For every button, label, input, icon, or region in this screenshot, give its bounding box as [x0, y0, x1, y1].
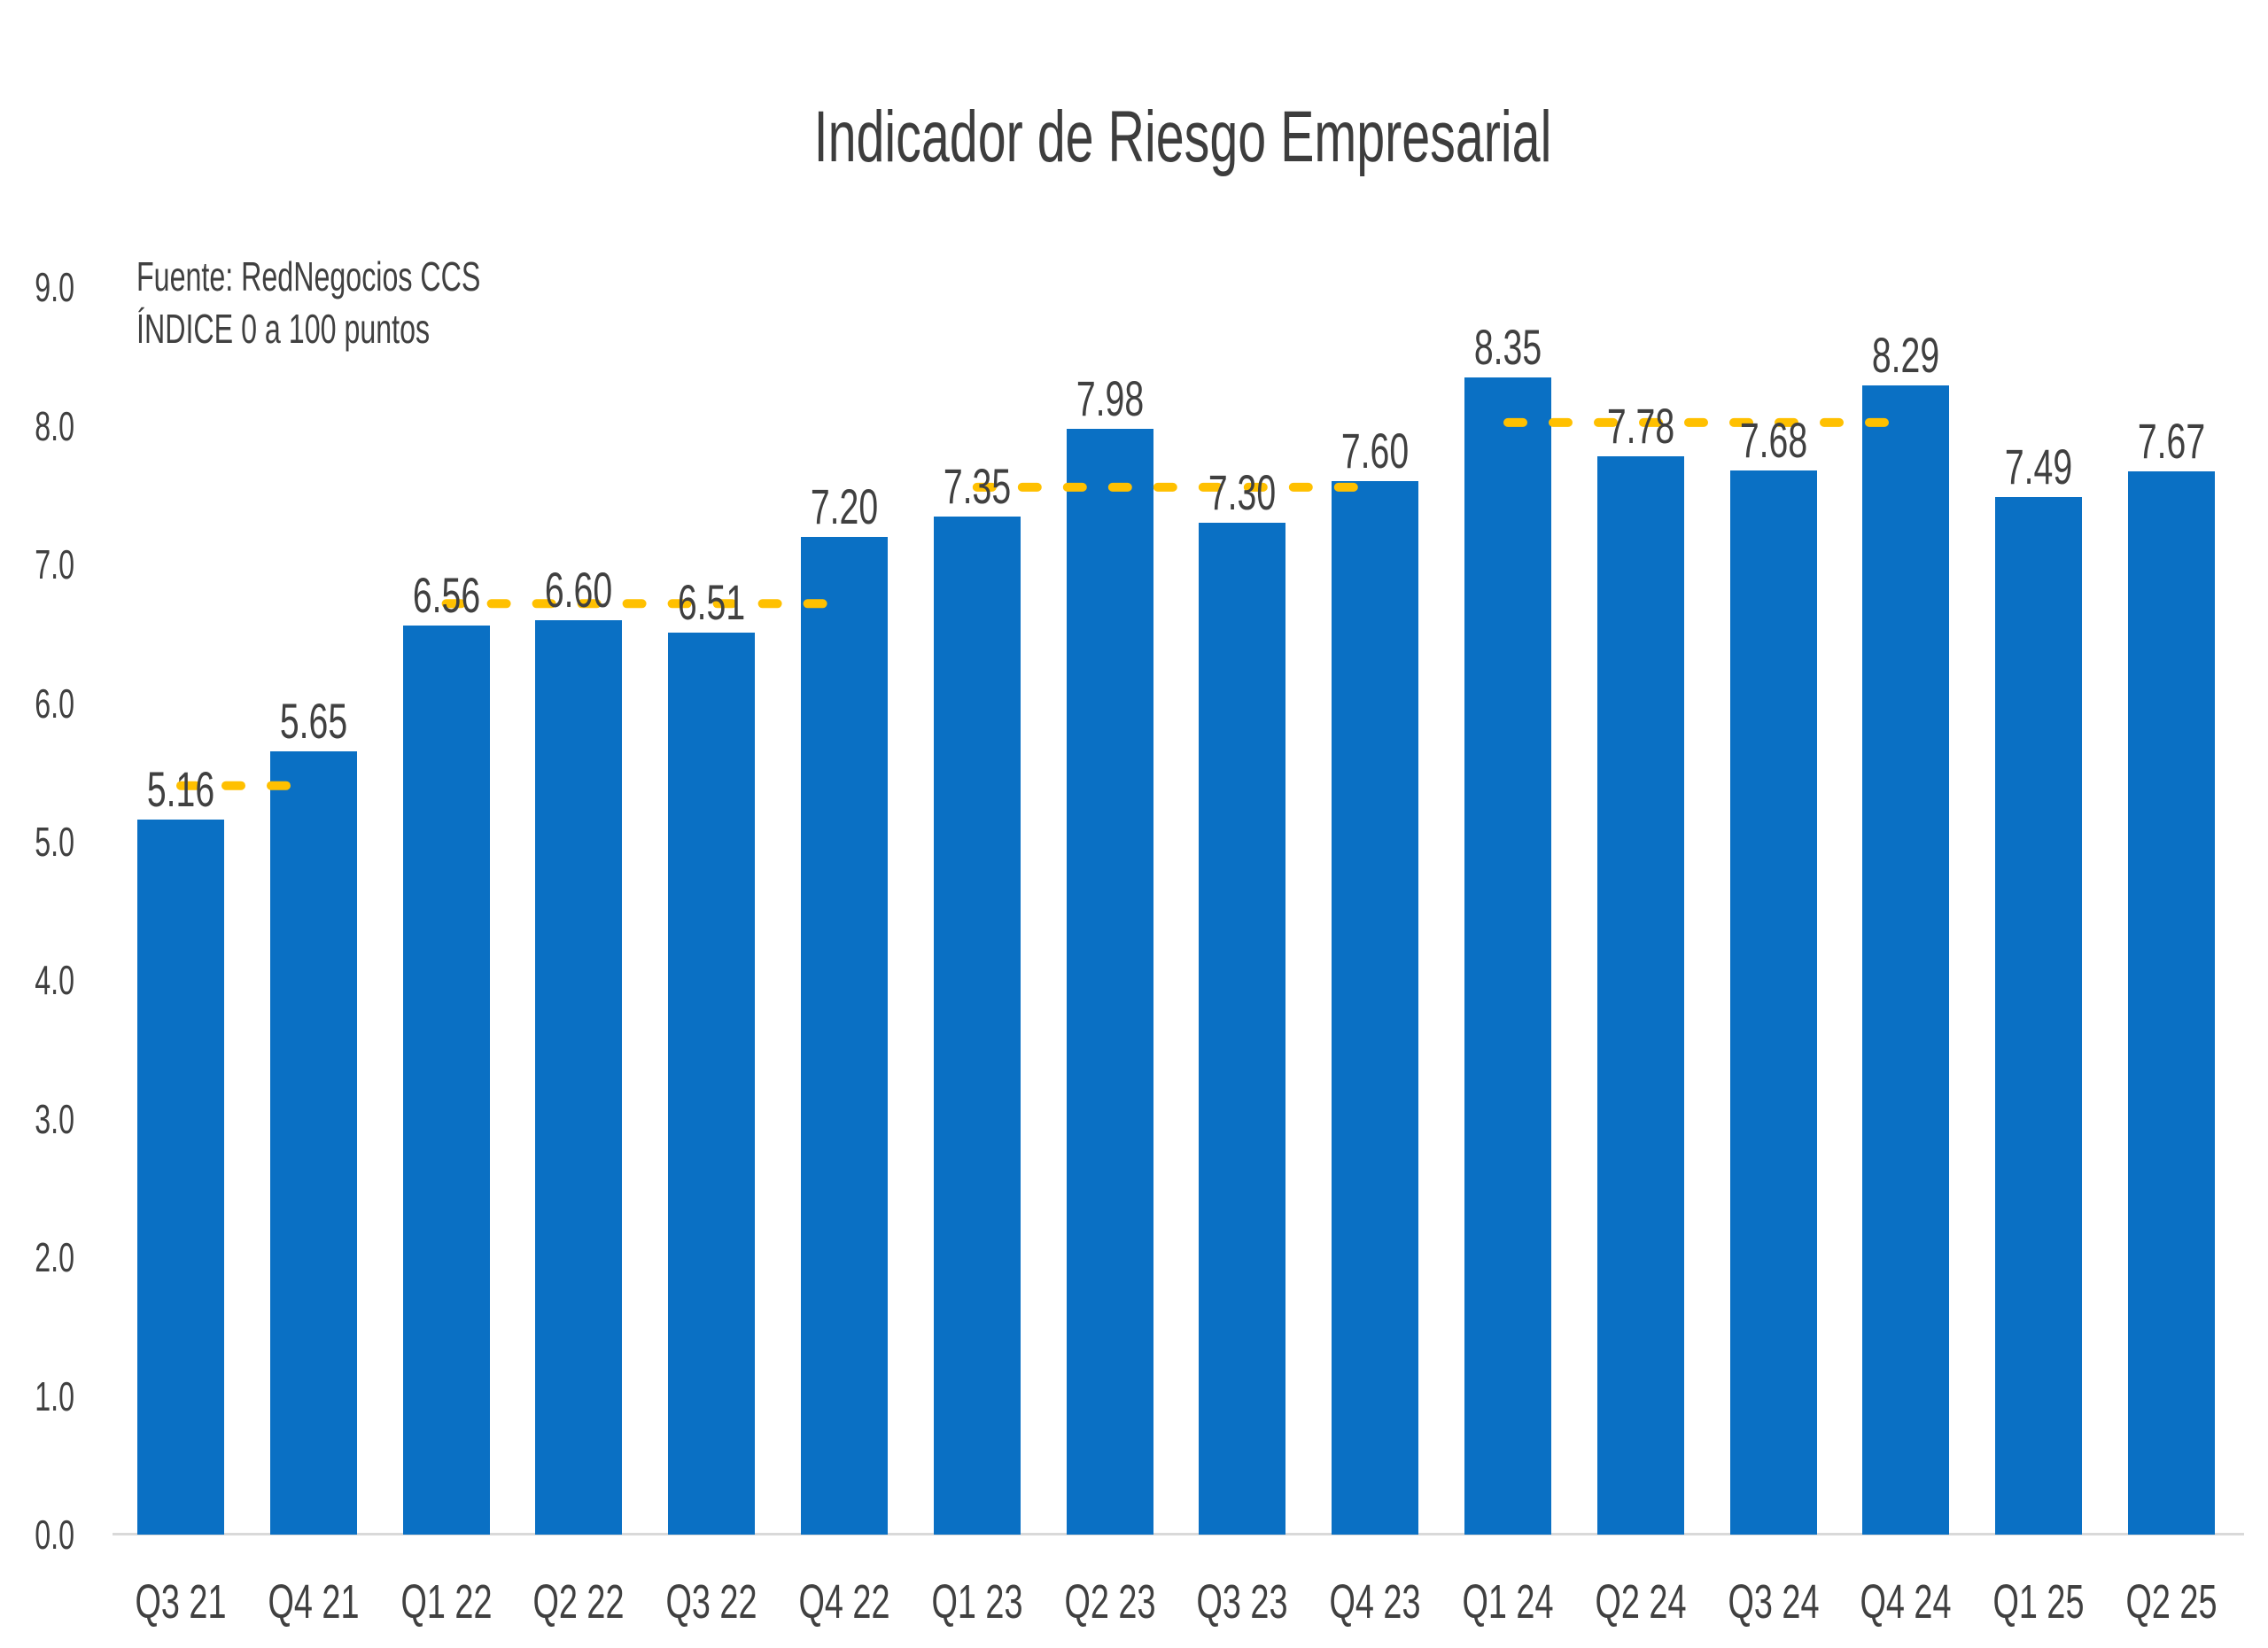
bar-q3-22: [668, 632, 756, 1535]
y-axis-label: 2.0: [35, 1234, 74, 1281]
y-axis-label: 8.0: [35, 402, 74, 449]
bar-value-label: 8.35: [1473, 319, 1542, 376]
bar-q2-22: [535, 619, 623, 1535]
y-axis-label: 5.0: [35, 819, 74, 865]
x-axis-label-q2-22: Q2 22: [532, 1575, 625, 1629]
x-axis-label-q4-23: Q4 23: [1329, 1575, 1421, 1629]
y-axis-label: 1.0: [35, 1372, 74, 1419]
source-note-line1: Fuente: RedNegocios CCS: [136, 253, 481, 299]
bar-value-label: 7.67: [2137, 413, 2206, 470]
x-axis-label-q4-24: Q4 24: [1860, 1575, 1952, 1629]
x-axis-label-q3-24: Q3 24: [1728, 1575, 1820, 1629]
x-axis-line: [113, 1533, 2244, 1535]
bar-q4-24: [1862, 385, 1950, 1535]
bar-q4-23: [1332, 481, 1419, 1535]
x-axis-label-q4-21: Q4 21: [268, 1575, 360, 1629]
x-axis-label-q2-23: Q2 23: [1064, 1575, 1156, 1629]
y-axis-label: 4.0: [35, 957, 74, 1004]
bar-q2-23: [1066, 428, 1153, 1535]
bar-q1-23: [933, 516, 1021, 1535]
y-axis-label: 9.0: [35, 264, 74, 311]
bar-value-label: 6.56: [412, 567, 480, 623]
x-axis-label-q2-25: Q2 25: [2125, 1575, 2218, 1629]
bar-q4-22: [801, 536, 888, 1535]
y-axis-label: 6.0: [35, 680, 74, 727]
bar-value-label: 5.16: [146, 761, 215, 817]
y-axis-label: 3.0: [35, 1095, 74, 1142]
x-axis-label-q1-23: Q1 23: [931, 1575, 1023, 1629]
bar-q1-25: [1995, 496, 2083, 1535]
bar-q4-21: [269, 751, 357, 1535]
bar-q2-25: [2128, 471, 2215, 1535]
x-axis-label-q3-23: Q3 23: [1196, 1575, 1288, 1629]
bar-value-label: 7.68: [1739, 411, 1807, 468]
x-axis-label-q3-22: Q3 22: [665, 1575, 757, 1629]
bar-value-label: 8.29: [1872, 327, 1940, 384]
bar-value-label: 6.51: [678, 573, 746, 630]
bar-q1-22: [402, 626, 490, 1535]
bar-value-label: 7.78: [1606, 398, 1674, 455]
x-axis-label-q1-22: Q1 22: [400, 1575, 493, 1629]
source-note-line2: ÍNDICE 0 a 100 puntos: [136, 306, 431, 352]
bar-value-label: 6.60: [545, 561, 613, 618]
x-axis-label-q3-21: Q3 21: [135, 1575, 227, 1629]
bar-q3-24: [1729, 470, 1817, 1535]
x-axis-label-q1-24: Q1 24: [1462, 1575, 1554, 1629]
y-axis-label: 7.0: [35, 541, 74, 588]
bar-value-label: 7.30: [1208, 464, 1277, 521]
bar-value-label: 5.65: [279, 693, 347, 750]
bar-value-label: 7.49: [2005, 438, 2073, 494]
bar-value-label: 7.98: [1076, 369, 1144, 426]
bar-q1-24: [1464, 377, 1551, 1535]
x-axis-label-q1-25: Q1 25: [1992, 1575, 2085, 1629]
bar-q2-24: [1596, 456, 1684, 1535]
bar-value-label: 7.35: [943, 457, 1011, 514]
bar-q3-21: [137, 820, 224, 1535]
chart-title: Indicador de Riesgo Empresarial: [813, 97, 1552, 177]
x-axis-label-q2-24: Q2 24: [1595, 1575, 1687, 1629]
bar-value-label: 7.20: [810, 478, 879, 534]
source-note: Fuente: RedNegocios CCS ÍNDICE 0 a 100 p…: [136, 251, 628, 355]
bar-value-label: 7.60: [1341, 423, 1410, 479]
bar-q3-23: [1199, 523, 1286, 1535]
y-axis-label: 0.0: [35, 1512, 74, 1558]
x-axis-label-q4-22: Q4 22: [798, 1575, 890, 1629]
